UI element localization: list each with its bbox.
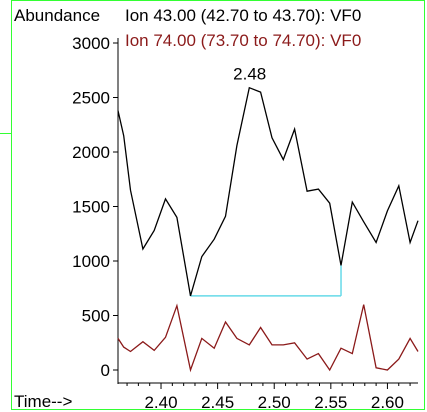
chart-frame	[11, 0, 425, 410]
labels-layer: 0 500 1000 1500 2000 2500 3000 2.40 2.45 2.50 2.55…	[14, 6, 404, 412]
x-tick-label: 2.40	[144, 393, 177, 412]
x-tick-label: 2.50	[258, 393, 291, 412]
y-tick-label: 1500	[72, 198, 110, 217]
y-tick-label: 3000	[72, 34, 110, 53]
y-tick-label: 2500	[72, 89, 110, 108]
y-axis-title: Abundance	[14, 6, 100, 25]
x-axis-title: Time-->	[14, 392, 72, 411]
y-tick-label: 2000	[72, 143, 110, 162]
panel-divider	[0, 133, 12, 134]
series-line-2	[117, 303, 419, 373]
series-layer	[117, 86, 419, 373]
series-line-1	[117, 86, 419, 297]
x-tick-label: 2.45	[201, 393, 234, 412]
y-tick-label: 500	[82, 307, 110, 326]
y-tick-label: 1000	[72, 252, 110, 271]
legend-entry: Ion 43.00 (42.70 to 43.70): VF0	[125, 6, 361, 25]
y-tick-label: 0	[101, 361, 110, 380]
legend-entry: Ion 74.00 (73.70 to 74.70): VF0	[125, 31, 361, 50]
x-tick-label: 2.55	[314, 393, 347, 412]
x-tick-label: 2.60	[371, 393, 404, 412]
axes	[113, 38, 418, 389]
peak-label: 2.48	[233, 65, 266, 84]
